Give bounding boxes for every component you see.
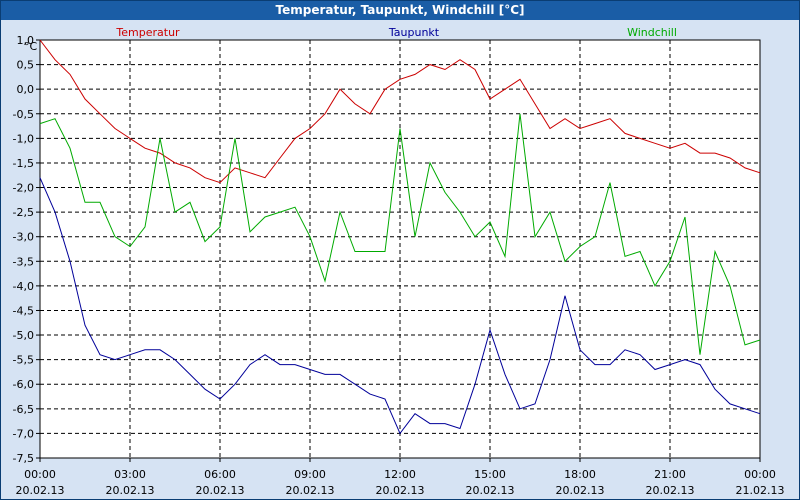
series-line-windchill — [39, 113, 761, 355]
x-tick-date-label: 20.02.13 — [376, 484, 425, 497]
y-tick-label: -5,5 — [13, 354, 34, 367]
x-tick-date-label: 20.02.13 — [16, 484, 65, 497]
x-tick-date-label: 20.02.13 — [556, 484, 605, 497]
x-tick-date-label: 20.02.13 — [196, 484, 245, 497]
series-line-temperatur — [39, 39, 761, 184]
y-tick-label: -3,5 — [13, 255, 34, 268]
y-tick-label: 1,0 — [17, 34, 35, 47]
y-axis-unit-label: °C — [24, 40, 38, 53]
series-line-taupunkt — [39, 177, 761, 435]
y-axis-ticks: 1,0 0,5 0,0 -0,5 -1,0 -1,5 -2,0 -2,5 -3,0 -3,5 -4,… — [13, 34, 40, 465]
legend-entry-windchill: Windchill — [627, 26, 677, 39]
x-tick-date-label: 20.02.13 — [646, 484, 695, 497]
x-axis-ticks: 00:00 20.02.13 03:00 20.02.13 06:00 20.02.13 0… — [16, 458, 785, 497]
y-tick-label: 0,5 — [17, 59, 35, 72]
y-tick-label: -0,5 — [13, 108, 34, 121]
x-tick-time-label: 18:00 — [564, 468, 596, 481]
y-tick-label: -7,0 — [13, 427, 34, 440]
plot-area — [39, 39, 761, 459]
y-tick-label: -1,5 — [13, 157, 34, 170]
y-tick-label: -6,0 — [13, 378, 34, 391]
y-tick-label: -4,0 — [13, 280, 34, 293]
y-tick-label: -7,5 — [13, 452, 34, 465]
window-title: Temperatur, Taupunkt, Windchill [°C] — [1, 1, 799, 20]
x-tick-time-label: 00:00 — [24, 468, 56, 481]
y-tick-label: -3,0 — [13, 231, 34, 244]
x-tick-time-label: 21:00 — [654, 468, 686, 481]
y-tick-label: -6,5 — [13, 403, 34, 416]
y-tick-label: -5,0 — [13, 329, 34, 342]
legend-entry-temperatur: Temperatur — [115, 26, 180, 39]
y-tick-label: 0,0 — [17, 83, 35, 96]
legend: Temperatur Taupunkt Windchill — [115, 26, 677, 39]
series-lines — [39, 39, 761, 435]
x-tick-date-label: 20.02.13 — [286, 484, 335, 497]
x-tick-time-label: 15:00 — [474, 468, 506, 481]
x-tick-time-label: 00:00 — [744, 468, 776, 481]
x-tick-date-label: 20.02.13 — [106, 484, 155, 497]
y-tick-label: -1,0 — [13, 132, 34, 145]
x-tick-date-label: 21.02.13 — [736, 484, 785, 497]
x-tick-time-label: 09:00 — [294, 468, 326, 481]
y-tick-label: -4,5 — [13, 304, 34, 317]
x-tick-date-label: 20.02.13 — [466, 484, 515, 497]
x-tick-time-label: 03:00 — [114, 468, 146, 481]
y-tick-label: -2,0 — [13, 182, 34, 195]
x-tick-time-label: 06:00 — [204, 468, 236, 481]
x-tick-time-label: 12:00 — [384, 468, 416, 481]
y-tick-label: -2,5 — [13, 206, 34, 219]
legend-entry-taupunkt: Taupunkt — [388, 26, 440, 39]
